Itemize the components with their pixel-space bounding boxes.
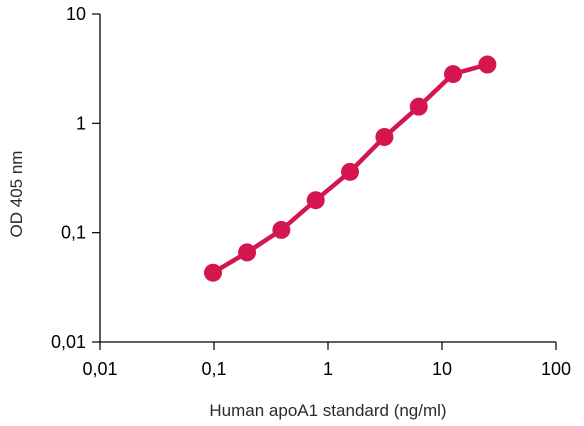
y-tick-label: 10 bbox=[66, 4, 86, 24]
y-axis-title: OD 405 nm bbox=[7, 151, 26, 238]
series-plot bbox=[203, 55, 497, 282]
x-tick-label: 10 bbox=[432, 359, 452, 379]
axis-ticks: 0,01 0,1 1 10 0,01 0,1 1 10 100 bbox=[51, 4, 571, 379]
data-point bbox=[203, 263, 222, 282]
x-tick-label: 0,01 bbox=[82, 359, 117, 379]
data-point bbox=[341, 162, 360, 181]
y-tick-label: 1 bbox=[76, 113, 86, 133]
data-point bbox=[444, 65, 463, 84]
data-point bbox=[272, 220, 291, 239]
data-point bbox=[375, 127, 394, 146]
data-point bbox=[238, 243, 257, 262]
data-point bbox=[478, 55, 497, 74]
y-tick-label: 0,1 bbox=[61, 223, 86, 243]
x-tick-label: 1 bbox=[323, 359, 333, 379]
x-tick-label: 0,1 bbox=[201, 359, 226, 379]
data-point bbox=[306, 191, 325, 210]
data-point bbox=[409, 97, 428, 116]
x-axis-title: Human apoA1 standard (ng/ml) bbox=[209, 401, 446, 420]
y-tick-label: 0,01 bbox=[51, 332, 86, 352]
x-tick-label: 100 bbox=[541, 359, 571, 379]
